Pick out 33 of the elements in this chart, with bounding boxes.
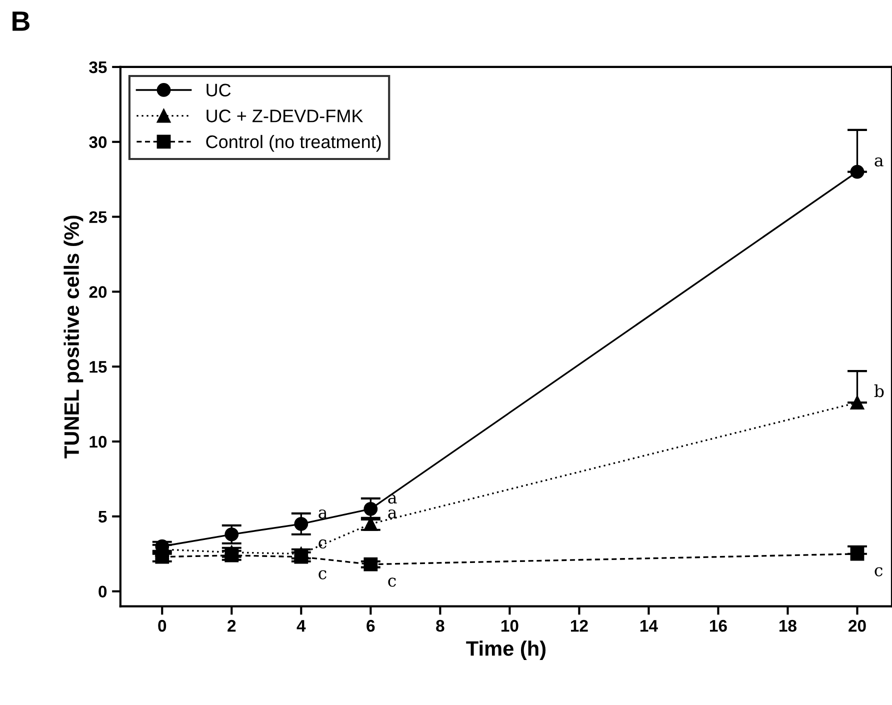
legend-label: UC + Z-DEVD-FMK [206, 110, 364, 122]
y-tick-label: 0 [98, 586, 107, 598]
x-tick-label: 12 [570, 620, 588, 632]
x-tick-label: 4 [296, 620, 306, 632]
x-tick-label: 14 [640, 620, 658, 632]
x-axis-title: Time (h) [466, 640, 546, 660]
annotation: a [318, 509, 328, 519]
legend-label: UC [206, 84, 231, 96]
y-tick-label: 30 [89, 136, 107, 148]
x-tick-label: 2 [228, 620, 236, 632]
y-tick-label: 25 [89, 211, 107, 223]
x-tick-label: 18 [780, 620, 796, 632]
y-axis-title: TUNEL positive cells (%) [64, 216, 84, 458]
x-tick-label: 16 [710, 620, 727, 632]
annotation: c [318, 570, 326, 580]
x-tick-label: 10 [501, 620, 518, 632]
chart-title: B [12, 12, 30, 31]
annotation: b [874, 384, 884, 398]
x-tick-label: 20 [848, 620, 866, 632]
x-tick-label: 8 [436, 620, 444, 632]
annotation: c [874, 567, 882, 576]
legend-label: Control (no treatment) [206, 134, 381, 152]
annotation: c [318, 539, 326, 549]
annotation: c [388, 578, 396, 587]
x-tick-label: 0 [158, 620, 166, 632]
y-tick-label: 20 [89, 286, 107, 298]
y-tick-label: 5 [98, 510, 107, 523]
annotation: a [874, 157, 884, 167]
x-tick-label: 6 [366, 620, 375, 632]
annotation: a [388, 509, 397, 519]
y-tick-label: 10 [90, 436, 107, 448]
y-tick-label: 35 [89, 61, 107, 74]
y-tick-label: 15 [90, 361, 107, 373]
